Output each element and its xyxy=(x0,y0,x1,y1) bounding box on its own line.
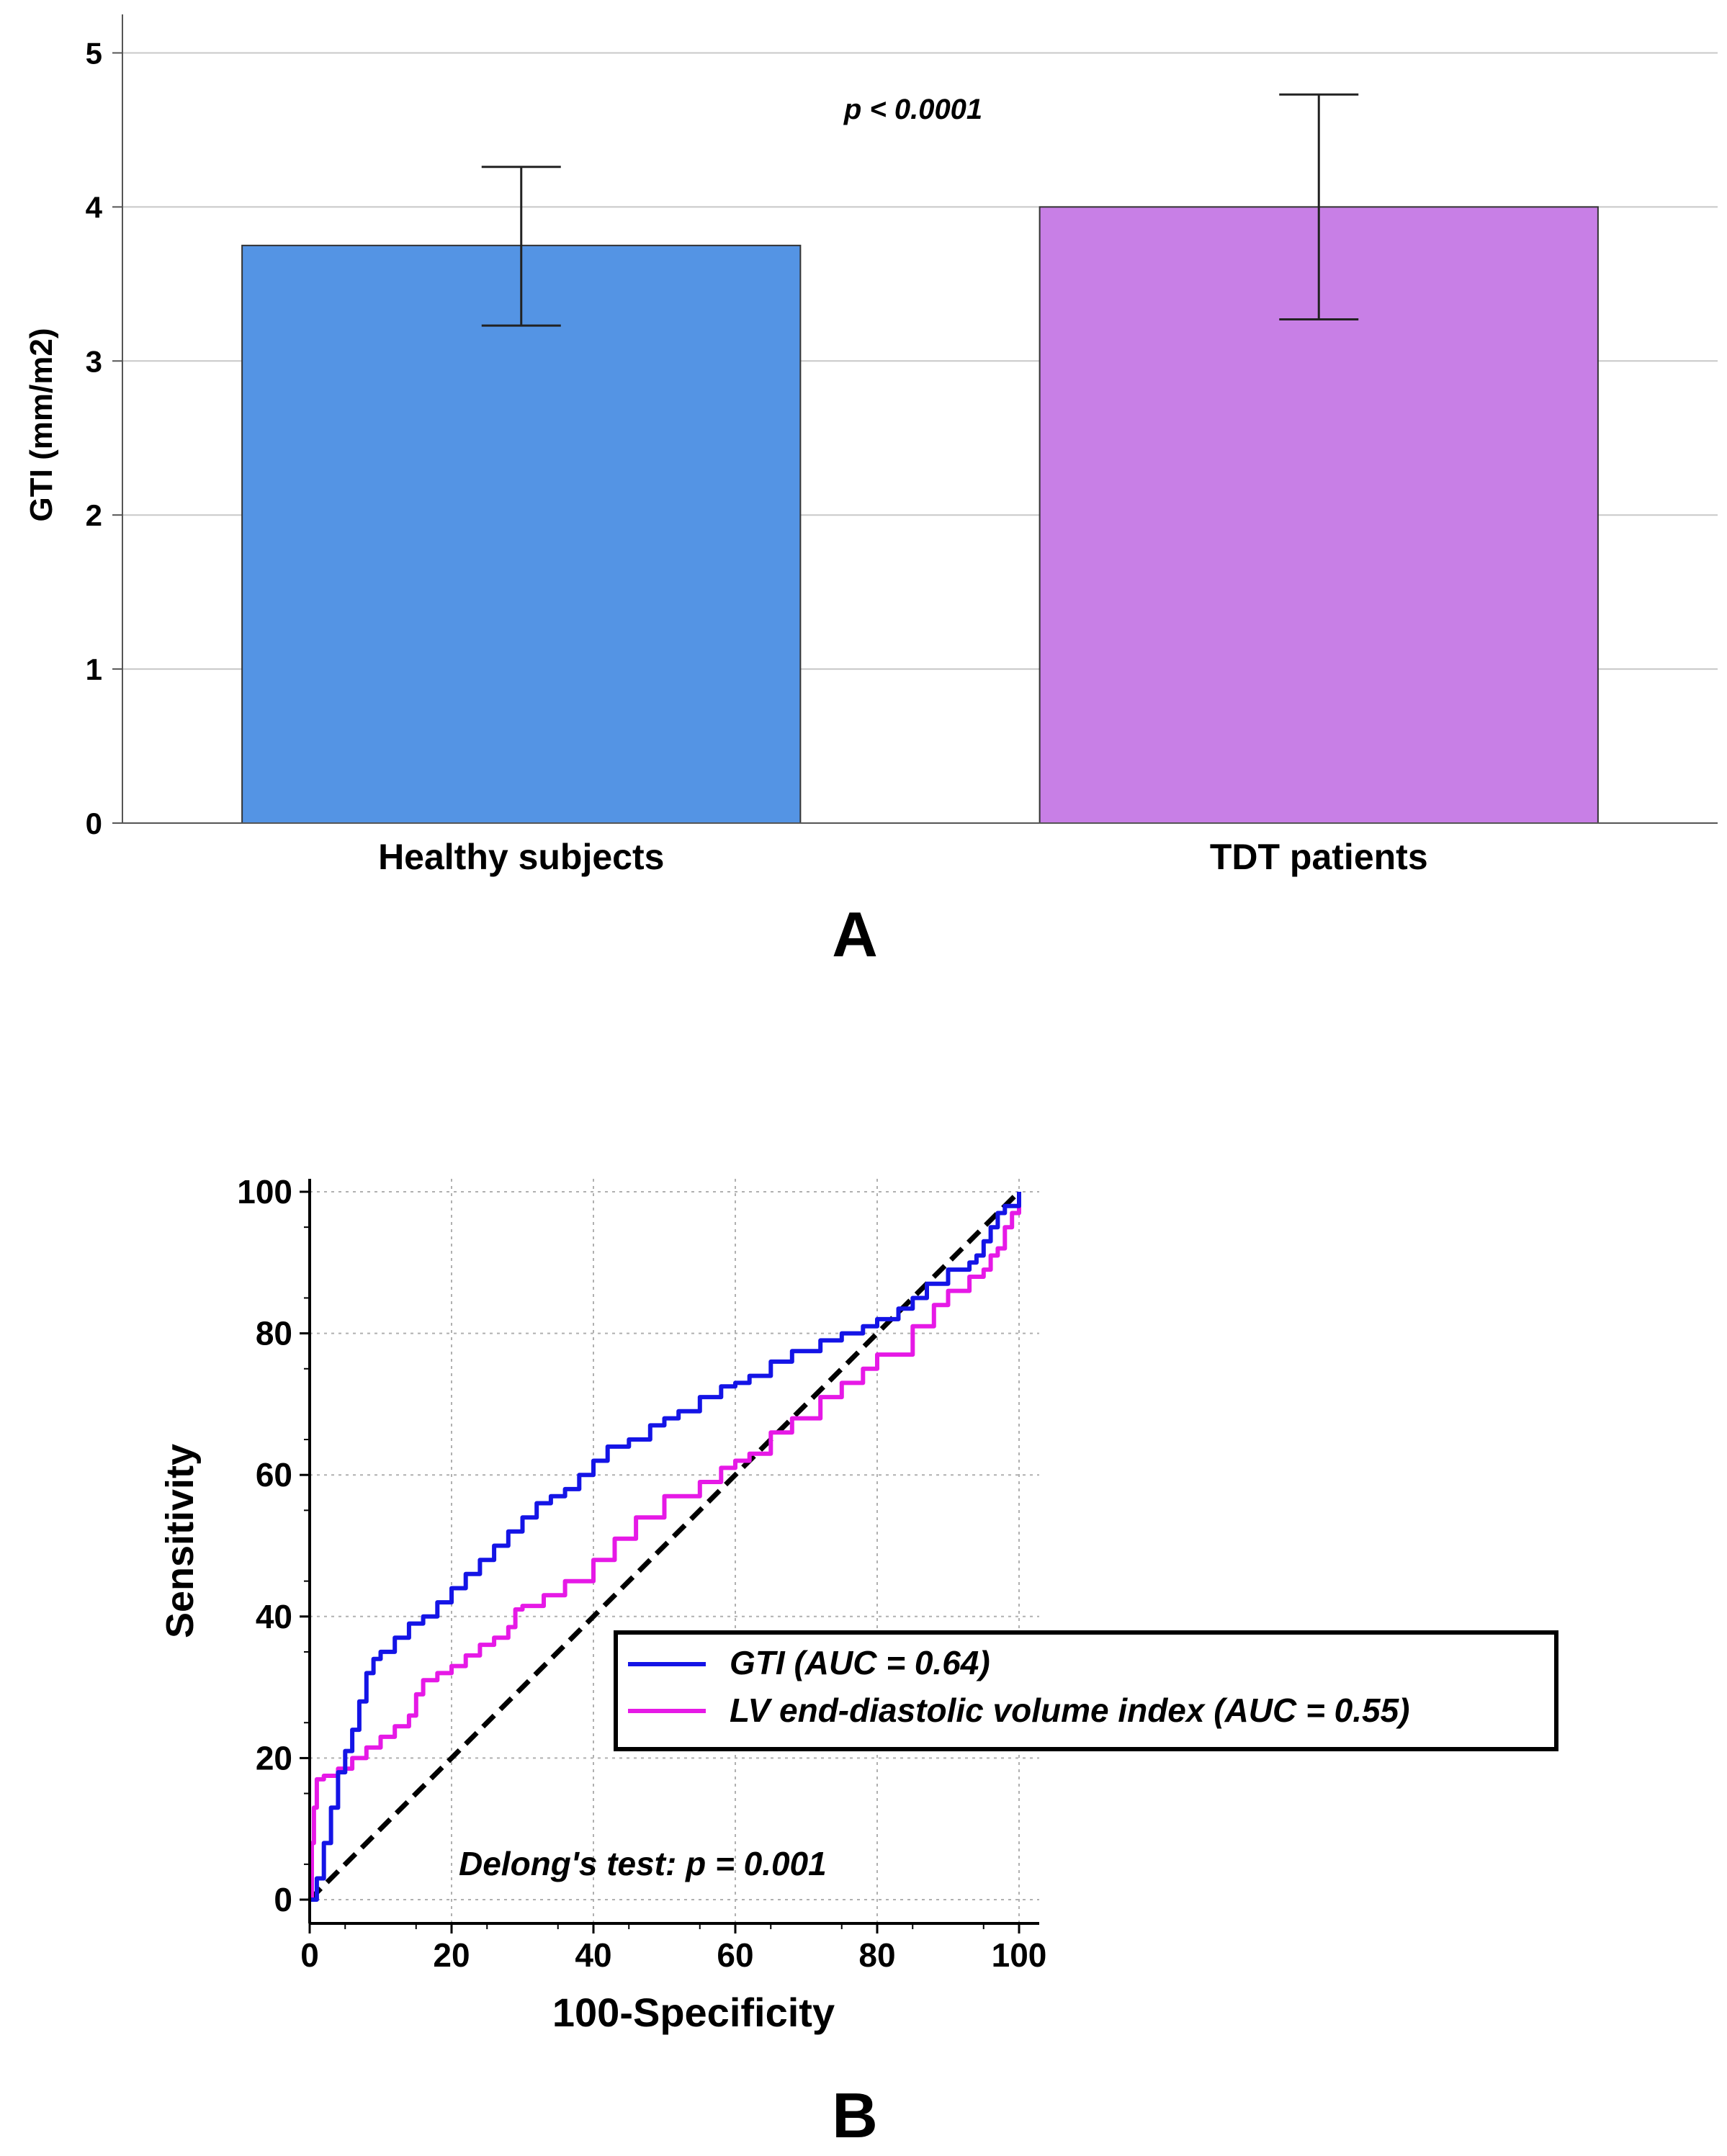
roc-y-tick-label-60: 60 xyxy=(256,1456,292,1494)
roc-y-tick-label-80: 80 xyxy=(256,1315,292,1352)
roc-series-1 xyxy=(310,1192,1021,1902)
y-tick-label-1: 1 xyxy=(86,652,102,686)
y-tick-label-2: 2 xyxy=(86,498,102,532)
panel-b: 0 20 40 60 80 100 0 20 40 60 80 100 Sensitivity 10… xyxy=(158,1173,1558,2151)
roc-x-tick-label-60: 60 xyxy=(717,1936,753,1974)
roc-series-0 xyxy=(310,1192,1021,1902)
bar-chart-bars xyxy=(241,206,1599,825)
bar-chart-y-ticks: 0 1 2 3 4 5 xyxy=(86,36,122,840)
bar-chart-axes xyxy=(122,14,1718,824)
roc-y-tick-label-0: 0 xyxy=(274,1881,292,1918)
roc-x-tick-label-0: 0 xyxy=(300,1936,319,1974)
x-tick-label-1: TDT patients xyxy=(1210,837,1428,877)
panel-label-a: A xyxy=(832,899,878,970)
roc-y-tick-label-40: 40 xyxy=(256,1598,292,1635)
bar-chart-x-ticks: Healthy subjects TDT patients xyxy=(378,837,1428,877)
roc-chart-x-ticks: 0 20 40 60 80 100 xyxy=(300,1923,1046,1974)
y-tick-label-3: 3 xyxy=(86,344,102,378)
y-tick-label-0: 0 xyxy=(86,807,102,840)
panel-a: 0 1 2 3 4 5 Healthy subjects TDT patients GTI … xyxy=(24,14,1718,970)
roc-chart-legend: GTI (AUC = 0.64) LV end-diastolic volume… xyxy=(614,1630,1558,1751)
bar-chart-p-value-annotation: p < 0.0001 xyxy=(843,94,982,125)
roc-chart-y-ticks: 0 20 40 60 80 100 xyxy=(237,1173,310,1918)
roc-chart-axes xyxy=(308,1179,1039,1925)
bar-1 xyxy=(1039,206,1599,824)
roc-chart-y-axis-label: Sensitivity xyxy=(158,1444,202,1638)
roc-x-tick-label-100: 100 xyxy=(992,1936,1047,1974)
legend-entry-gti: GTI (AUC = 0.64) xyxy=(730,1644,990,1681)
roc-chart-gridlines xyxy=(309,1179,1039,1923)
roc-chart-delong-annotation: Delong's test: p = 0.001 xyxy=(459,1845,827,1882)
roc-chart-series xyxy=(308,1190,1021,1902)
bar-chart-y-axis-label: GTI (mm/m2) xyxy=(24,328,59,522)
y-tick-label-4: 4 xyxy=(86,190,103,224)
legend-entry-lv-edvi: LV end-diastolic volume index (AUC = 0.5… xyxy=(730,1692,1410,1729)
bar-chart-error-bars xyxy=(481,93,1359,327)
x-tick-label-0: Healthy subjects xyxy=(378,837,664,877)
y-tick-label-5: 5 xyxy=(86,36,102,70)
roc-chart-x-axis-label: 100-Specificity xyxy=(552,1990,835,2035)
panel-label-b: B xyxy=(832,2080,878,2151)
bar-0 xyxy=(241,244,802,825)
legend-box xyxy=(614,1630,1558,1751)
roc-x-tick-label-80: 80 xyxy=(858,1936,895,1974)
roc-y-tick-label-100: 100 xyxy=(237,1173,292,1210)
roc-x-tick-label-40: 40 xyxy=(575,1936,611,1974)
roc-x-tick-label-20: 20 xyxy=(433,1936,470,1974)
roc-y-tick-label-20: 20 xyxy=(256,1739,292,1777)
